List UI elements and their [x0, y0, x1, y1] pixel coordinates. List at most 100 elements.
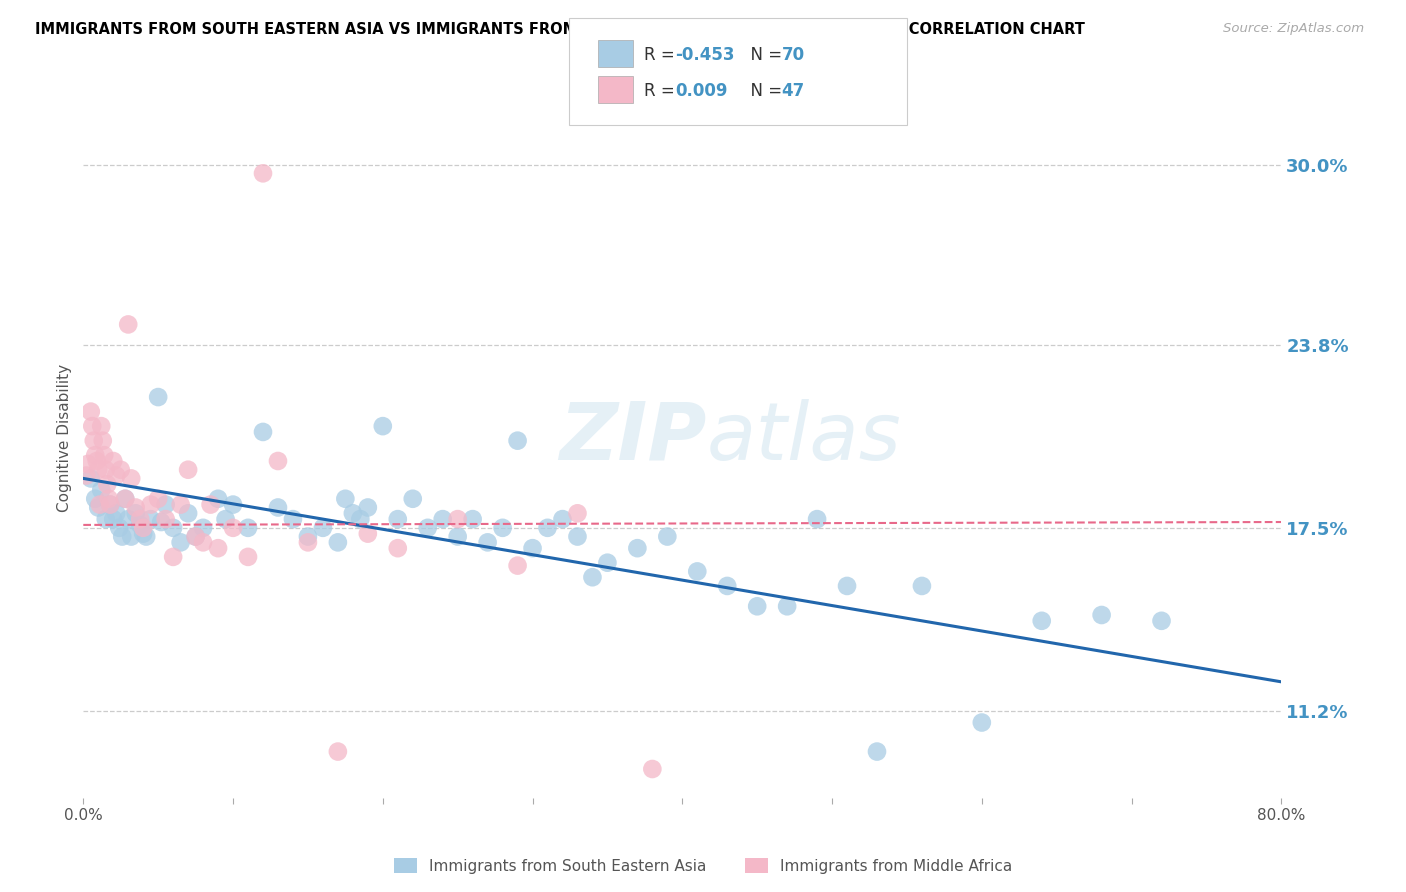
- Point: [326, 535, 349, 549]
- Point: [110, 463, 132, 477]
- Point: [297, 530, 319, 544]
- Point: [747, 599, 769, 614]
- Text: 0.009: 0.009: [675, 82, 727, 100]
- Point: [97, 491, 120, 506]
- Point: [461, 512, 484, 526]
- Point: [191, 521, 214, 535]
- Point: [139, 512, 162, 526]
- Point: [87, 463, 110, 477]
- Point: [98, 498, 121, 512]
- Point: [80, 404, 103, 418]
- Point: [806, 512, 828, 526]
- Point: [105, 506, 128, 520]
- Point: [776, 599, 799, 614]
- Point: [86, 454, 108, 468]
- Text: IMMIGRANTS FROM SOUTH EASTERN ASIA VS IMMIGRANTS FROM MIDDLE AFRICA COGNITIVE DI: IMMIGRANTS FROM SOUTH EASTERN ASIA VS IM…: [35, 22, 1085, 37]
- Point: [155, 512, 177, 526]
- Point: [132, 521, 155, 535]
- Point: [349, 512, 371, 526]
- Point: [98, 498, 121, 512]
- Point: [506, 558, 529, 573]
- Point: [207, 541, 229, 556]
- Point: [96, 477, 118, 491]
- Point: [84, 491, 107, 506]
- Point: [447, 530, 470, 544]
- Point: [146, 491, 169, 506]
- Point: [326, 745, 349, 759]
- Point: [641, 762, 664, 776]
- Point: [91, 434, 114, 448]
- Point: [162, 549, 184, 564]
- Point: [169, 498, 191, 512]
- Point: [335, 491, 357, 506]
- Point: [114, 491, 136, 506]
- Point: [312, 521, 335, 535]
- Point: [387, 541, 409, 556]
- Point: [567, 506, 589, 520]
- Point: [657, 530, 679, 544]
- Point: [596, 556, 619, 570]
- Point: [76, 457, 98, 471]
- Point: [103, 512, 125, 526]
- Point: [90, 419, 112, 434]
- Point: [970, 715, 993, 730]
- Text: ZIP: ZIP: [560, 399, 706, 476]
- Point: [402, 491, 425, 506]
- Point: [686, 565, 709, 579]
- Point: [536, 521, 558, 535]
- Point: [135, 530, 157, 544]
- Point: [117, 512, 139, 526]
- Point: [184, 530, 207, 544]
- Point: [191, 535, 214, 549]
- Text: R =: R =: [644, 82, 681, 100]
- Point: [551, 512, 574, 526]
- Point: [357, 526, 380, 541]
- Point: [342, 506, 364, 520]
- Point: [108, 521, 131, 535]
- Point: [105, 468, 128, 483]
- Point: [1150, 614, 1173, 628]
- Point: [222, 521, 245, 535]
- Point: [155, 498, 177, 512]
- Point: [236, 521, 259, 535]
- Point: [477, 535, 499, 549]
- Point: [80, 471, 103, 485]
- Point: [162, 521, 184, 535]
- Point: [89, 498, 111, 512]
- Point: [866, 745, 889, 759]
- Text: 70: 70: [782, 46, 804, 64]
- Point: [207, 491, 229, 506]
- Point: [82, 419, 104, 434]
- Point: [491, 521, 513, 535]
- Point: [447, 512, 470, 526]
- Point: [911, 579, 934, 593]
- Point: [117, 318, 139, 332]
- Point: [581, 570, 603, 584]
- Point: [114, 491, 136, 506]
- Point: [103, 454, 125, 468]
- Point: [1031, 614, 1053, 628]
- Point: [357, 500, 380, 515]
- Point: [522, 541, 544, 556]
- Point: [75, 468, 97, 483]
- Point: [120, 471, 142, 485]
- Point: [835, 579, 858, 593]
- Point: [169, 535, 191, 549]
- Point: [252, 166, 274, 180]
- Point: [506, 434, 529, 448]
- Point: [87, 500, 110, 515]
- Point: [252, 425, 274, 439]
- Point: [281, 512, 304, 526]
- Point: [90, 483, 112, 497]
- Point: [184, 530, 207, 544]
- Text: atlas: atlas: [706, 399, 901, 476]
- Point: [125, 506, 148, 520]
- Point: [432, 512, 454, 526]
- Point: [236, 549, 259, 564]
- Point: [146, 390, 169, 404]
- Point: [129, 512, 152, 526]
- Point: [371, 419, 394, 434]
- Point: [125, 500, 148, 515]
- Y-axis label: Cognitive Disability: Cognitive Disability: [58, 364, 72, 512]
- Point: [267, 454, 290, 468]
